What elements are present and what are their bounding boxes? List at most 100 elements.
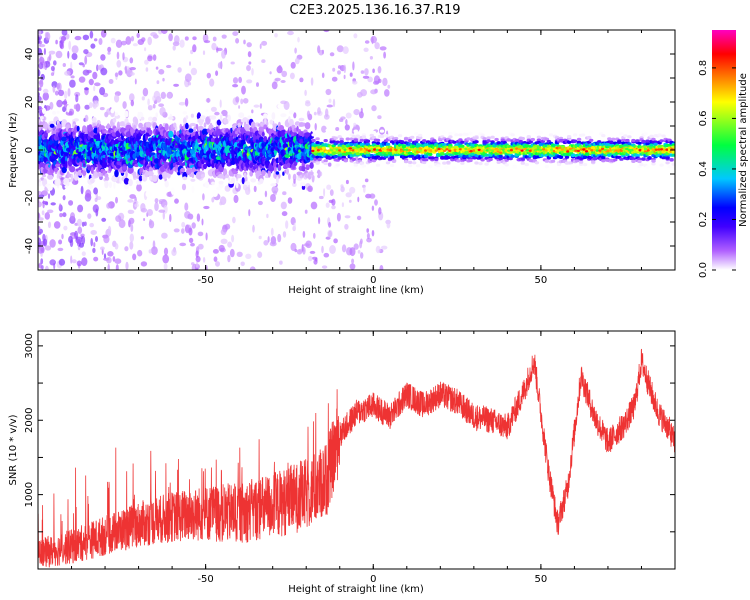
heatmap-cell — [182, 176, 188, 181]
heatmap-speckle — [257, 200, 263, 206]
heatmap-core — [507, 149, 511, 152]
heatmap-speckle — [93, 256, 99, 262]
heatmap-core — [496, 148, 500, 151]
heatmap-core — [555, 146, 559, 150]
heatmap-speckle — [247, 51, 252, 58]
heatmap-cell — [627, 142, 632, 146]
heatmap-speckle — [238, 76, 243, 83]
heatmap-cell — [47, 174, 54, 180]
heatmap-speckle — [339, 118, 344, 122]
heatmap-speckle — [69, 79, 76, 88]
heatmap-cell — [297, 194, 302, 202]
heatmap-speckle — [50, 65, 55, 72]
heatmap-cell — [641, 157, 646, 161]
heatmap-cell — [414, 132, 419, 136]
heatmap-cell — [230, 177, 236, 183]
heatmap-cell — [510, 133, 515, 137]
heatmap-speckle — [220, 238, 228, 244]
heatmap-cell — [168, 130, 174, 138]
heatmap-cell — [61, 166, 67, 174]
heatmap-cell — [76, 158, 80, 163]
heatmap-cell — [385, 142, 391, 146]
heatmap-cell — [122, 165, 127, 171]
heatmap-speckle — [232, 31, 239, 36]
heatmap-speckle — [221, 34, 227, 39]
heatmap-speckle — [38, 95, 42, 102]
heatmap-speckle — [39, 44, 46, 48]
heatmap-cell — [70, 174, 74, 182]
heatmap-speckle — [177, 67, 182, 73]
heatmap-speckle — [50, 202, 56, 206]
heatmap-speckle — [349, 263, 356, 270]
heatmap-speckle — [173, 83, 180, 87]
heatmap-speckle — [71, 45, 79, 54]
heatmap-speckle — [270, 227, 274, 236]
heatmap-cell — [270, 183, 277, 187]
heatmap-speckle — [84, 114, 89, 122]
heatmap-cell — [530, 137, 535, 142]
heatmap-cell — [123, 177, 130, 185]
heatmap-speckle — [144, 47, 147, 52]
heatmap-core — [440, 149, 444, 153]
heatmap-speckle — [154, 198, 159, 204]
heatmap-cell — [661, 134, 666, 138]
heatmap-cell — [649, 143, 654, 147]
heatmap-speckle — [181, 228, 185, 234]
heatmap-cell — [203, 122, 207, 128]
heatmap-cell — [158, 174, 163, 180]
heatmap-cell — [488, 157, 493, 162]
heatmap-speckle — [129, 57, 134, 64]
heatmap-speckle — [94, 197, 98, 202]
heatmap-speckle — [294, 248, 298, 253]
heatmap-speckle — [62, 106, 67, 113]
heatmap-cell — [305, 164, 310, 168]
heatmap-speckle — [62, 63, 66, 67]
heatmap-core — [456, 149, 460, 153]
heatmap-core — [375, 148, 379, 152]
heatmap-speckle — [319, 171, 323, 177]
heatmap-cell — [361, 135, 367, 139]
heatmap-cell — [182, 117, 187, 125]
heatmap-cell — [113, 182, 116, 189]
heatmap-cell — [323, 161, 328, 166]
heatmap-cell — [227, 177, 231, 181]
heatmap-cell — [639, 163, 644, 167]
heatmap-cell — [458, 133, 463, 137]
heatmap-cell — [227, 158, 231, 163]
heatmap-speckle — [38, 237, 42, 246]
heatmap-speckle — [219, 201, 223, 206]
heatmap-speckle — [227, 254, 231, 263]
heatmap-speckle — [202, 50, 206, 55]
heatmap-cell — [424, 158, 429, 162]
heatmap-speckle — [99, 87, 106, 96]
heatmap-speckle — [328, 221, 332, 228]
heatmap-speckle — [364, 178, 369, 183]
heatmap-cell — [496, 141, 501, 145]
heatmap-speckle — [38, 226, 41, 230]
heatmap-speckle — [263, 240, 269, 246]
heatmap-core — [587, 147, 591, 150]
heatmap-core — [434, 149, 438, 152]
heatmap-speckle — [307, 255, 313, 262]
heatmap-speckle — [158, 209, 166, 213]
heatmap-speckle — [147, 98, 150, 106]
heatmap-cell — [647, 156, 652, 160]
heatmap-core — [362, 149, 366, 152]
heatmap-cell — [470, 152, 475, 156]
heatmap-speckle — [162, 211, 165, 220]
heatmap-speckle — [257, 251, 263, 258]
heatmap-speckle — [323, 252, 330, 258]
heatmap-cell — [66, 104, 70, 113]
heatmap-speckle — [387, 84, 391, 89]
heatmap-speckle — [77, 204, 84, 213]
heatmap-speckle — [281, 211, 288, 217]
heatmap-cell — [512, 165, 517, 169]
heatmap-speckle — [245, 253, 252, 259]
heatmap-cell — [135, 140, 138, 149]
heatmap-cell — [288, 173, 291, 180]
heatmap-cell — [265, 162, 270, 169]
heatmap-cell — [474, 161, 479, 165]
heatmap-speckle — [172, 45, 176, 51]
heatmap-cell — [132, 171, 137, 179]
heatmap-speckle — [75, 94, 79, 103]
